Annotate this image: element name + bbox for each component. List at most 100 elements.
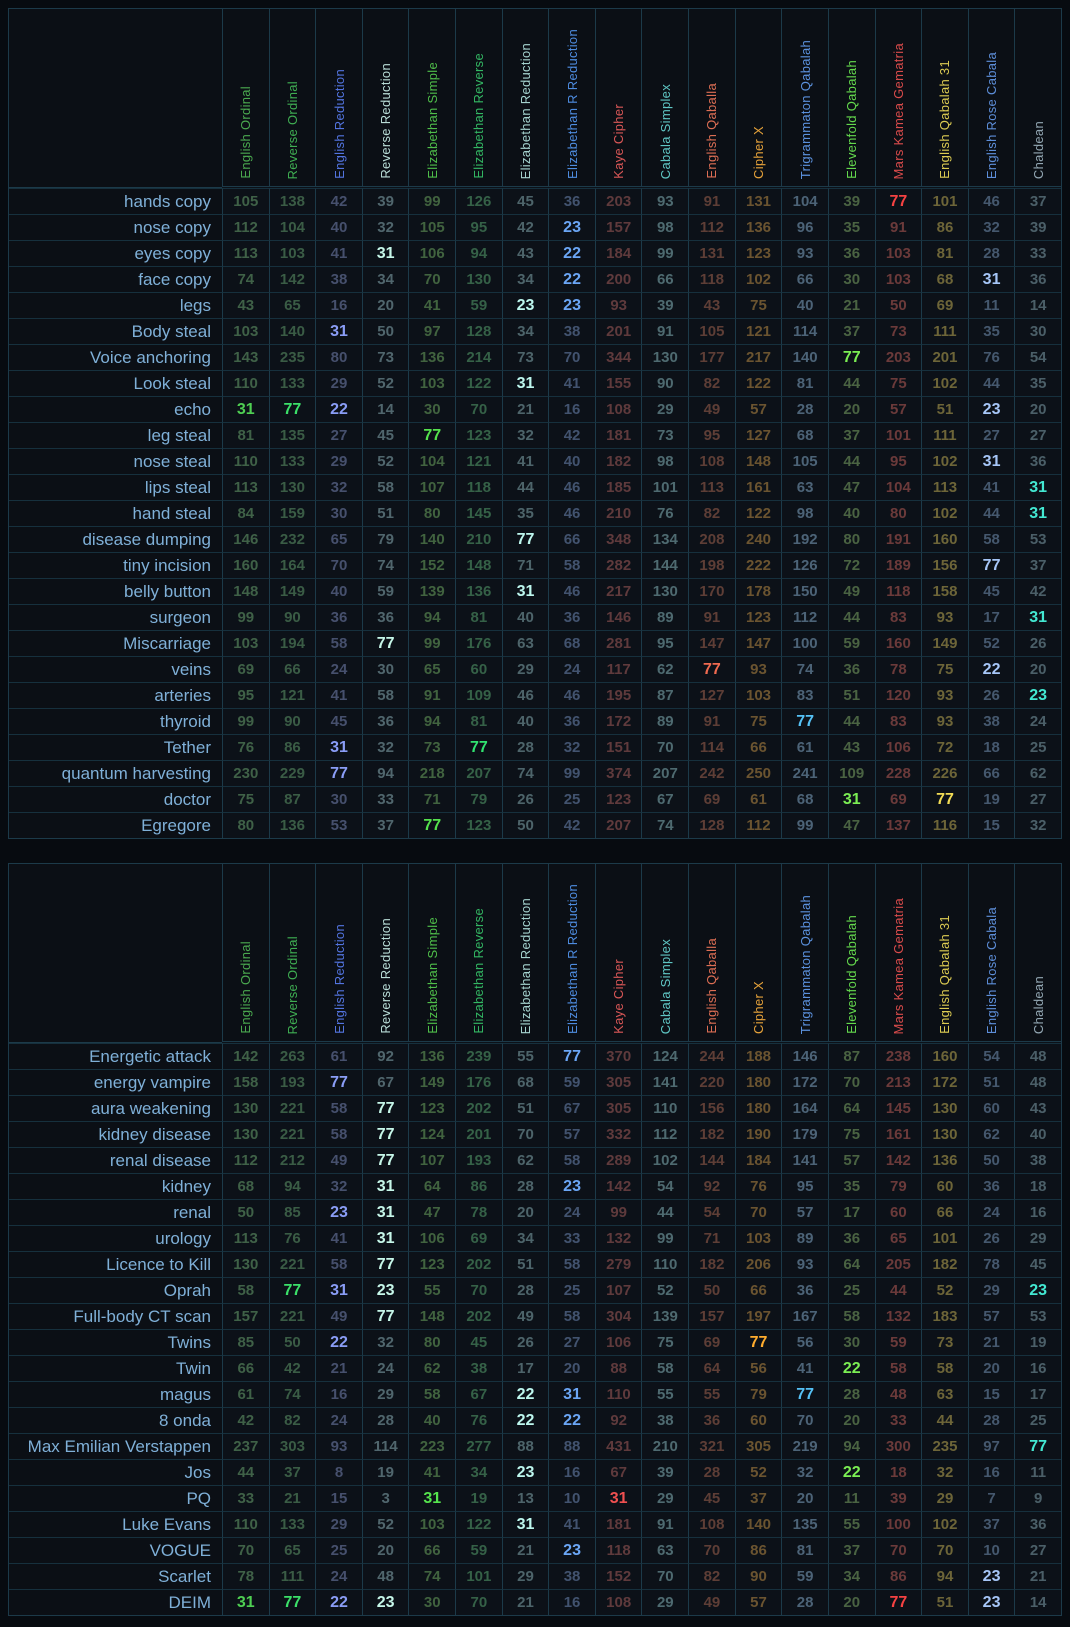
value-cell: 75 <box>921 656 968 682</box>
cipher-column-header[interactable]: Reverse Ordinal <box>268 9 316 187</box>
cipher-column-header[interactable]: Elizabethan Simple <box>408 864 456 1042</box>
cipher-column-header[interactable]: Reverse Ordinal <box>268 864 316 1042</box>
word-label[interactable]: doctor <box>9 786 222 812</box>
word-label[interactable]: eyes copy <box>9 240 222 266</box>
word-label[interactable]: face copy <box>9 266 222 292</box>
word-label[interactable]: Energetic attack <box>9 1043 222 1069</box>
value-cell: 303 <box>268 1433 316 1459</box>
cipher-column-header[interactable]: English Qaballa <box>688 9 735 187</box>
word-label[interactable]: belly button <box>9 578 222 604</box>
value-cell: 28 <box>501 1277 549 1303</box>
value-cell: 40 <box>781 292 828 318</box>
cipher-column-header[interactable]: Trigrammaton Qabalah <box>781 9 828 187</box>
word-label[interactable]: quantum harvesting <box>9 760 222 786</box>
word-label[interactable]: Look steal <box>9 370 222 396</box>
cipher-column-header[interactable]: Elizabethan Simple <box>408 9 456 187</box>
cipher-column-header[interactable]: English Rose Cabala <box>967 9 1015 187</box>
word-label[interactable]: hands copy <box>9 188 222 214</box>
word-label[interactable]: kidney disease <box>9 1121 222 1147</box>
value-cell: 160 <box>921 526 968 552</box>
cipher-column-header[interactable]: Mars Kamea Gematria <box>874 9 922 187</box>
value-cell: 29 <box>315 448 362 474</box>
cipher-column-header[interactable]: English Rose Cabala <box>967 864 1015 1042</box>
word-label[interactable]: tiny incision <box>9 552 222 578</box>
word-label[interactable]: Max Emilian Verstappen <box>9 1433 222 1459</box>
word-label[interactable]: 8 onda <box>9 1407 222 1433</box>
word-label[interactable]: Miscarriage <box>9 630 222 656</box>
word-label[interactable]: Egregore <box>9 812 222 838</box>
cipher-column-header[interactable]: English Ordinal <box>222 864 269 1042</box>
cipher-column-header[interactable]: Elizabethan Reverse <box>455 864 502 1042</box>
cipher-column-header[interactable]: English Qabalah 31 <box>921 9 968 187</box>
word-label[interactable]: Licence to Kill <box>9 1251 222 1277</box>
cipher-column-header[interactable]: Elizabethan R Reduction <box>548 9 595 187</box>
word-label[interactable]: kidney <box>9 1173 222 1199</box>
cipher-column-header[interactable]: English Ordinal <box>222 9 269 187</box>
word-label[interactable]: legs <box>9 292 222 318</box>
cipher-column-header[interactable]: Mars Kamea Gematria <box>874 864 922 1042</box>
cipher-column-header[interactable]: Kaye Cipher <box>594 9 642 187</box>
cipher-column-header[interactable]: Cipher X <box>734 9 782 187</box>
value-cell: 33 <box>874 1407 922 1433</box>
cipher-column-header[interactable]: Elizabethan Reverse <box>455 9 502 187</box>
word-label[interactable]: nose steal <box>9 448 222 474</box>
value-cell: 16 <box>548 396 595 422</box>
value-cell: 26 <box>967 682 1015 708</box>
word-label[interactable]: thyroid <box>9 708 222 734</box>
value-cell: 79 <box>734 1381 782 1407</box>
cipher-column-header[interactable]: Elevenfold Qabalah <box>827 864 875 1042</box>
cipher-column-header[interactable]: English Reduction <box>315 864 362 1042</box>
word-label[interactable]: lips steal <box>9 474 222 500</box>
word-label[interactable]: Scarlet <box>9 1563 222 1589</box>
word-label[interactable]: DEIM <box>9 1589 222 1615</box>
word-label[interactable]: leg steal <box>9 422 222 448</box>
cipher-column-header[interactable]: Reverse Reduction <box>361 9 409 187</box>
word-label[interactable]: Full-body CT scan <box>9 1303 222 1329</box>
cipher-column-header[interactable]: English Qabalah 31 <box>921 864 968 1042</box>
word-label[interactable]: Oprah <box>9 1277 222 1303</box>
word-label[interactable]: aura weakening <box>9 1095 222 1121</box>
word-label[interactable]: Luke Evans <box>9 1511 222 1537</box>
value-cell: 217 <box>594 578 642 604</box>
cipher-column-header[interactable]: Cabala Simplex <box>641 864 689 1042</box>
word-label[interactable]: Jos <box>9 1459 222 1485</box>
word-label[interactable]: magus <box>9 1381 222 1407</box>
cipher-column-header[interactable]: Reverse Reduction <box>361 864 409 1042</box>
word-label[interactable]: nose copy <box>9 214 222 240</box>
word-label[interactable]: Body steal <box>9 318 222 344</box>
word-label[interactable]: disease dumping <box>9 526 222 552</box>
word-label[interactable]: Twin <box>9 1355 222 1381</box>
word-label[interactable]: arteries <box>9 682 222 708</box>
word-label[interactable]: energy vampire <box>9 1069 222 1095</box>
value-cell: 99 <box>222 604 269 630</box>
word-label[interactable]: Twins <box>9 1329 222 1355</box>
word-label[interactable]: renal <box>9 1199 222 1225</box>
value-cell: 52 <box>921 1277 968 1303</box>
cipher-column-header[interactable]: Elizabethan R Reduction <box>548 864 595 1042</box>
word-label[interactable]: hand steal <box>9 500 222 526</box>
value-cell: 131 <box>688 240 735 266</box>
cipher-column-header[interactable]: English Qaballa <box>688 864 735 1042</box>
cipher-column-header[interactable]: Elizabethan Reduction <box>501 864 549 1042</box>
word-label[interactable]: renal disease <box>9 1147 222 1173</box>
cipher-column-header[interactable]: Kaye Cipher <box>594 864 642 1042</box>
value-cell: 46 <box>548 682 595 708</box>
cipher-column-header[interactable]: Chaldean <box>1014 9 1061 187</box>
cipher-column-header[interactable]: Chaldean <box>1014 864 1061 1042</box>
word-label[interactable]: veins <box>9 656 222 682</box>
cipher-column-header[interactable]: Elizabethan Reduction <box>501 9 549 187</box>
word-label[interactable]: urology <box>9 1225 222 1251</box>
value-cell: 58 <box>641 1355 689 1381</box>
cipher-column-header[interactable]: Trigrammaton Qabalah <box>781 864 828 1042</box>
word-label[interactable]: Voice anchoring <box>9 344 222 370</box>
cipher-column-header[interactable]: English Reduction <box>315 9 362 187</box>
cipher-column-header[interactable]: Cipher X <box>734 864 782 1042</box>
word-label[interactable]: PQ <box>9 1485 222 1511</box>
cipher-column-header[interactable]: Cabala Simplex <box>641 9 689 187</box>
word-label[interactable]: VOGUE <box>9 1537 222 1563</box>
word-label[interactable]: Tether <box>9 734 222 760</box>
value-cell: 201 <box>455 1121 502 1147</box>
cipher-column-header[interactable]: Elevenfold Qabalah <box>827 9 875 187</box>
word-label[interactable]: echo <box>9 396 222 422</box>
word-label[interactable]: surgeon <box>9 604 222 630</box>
